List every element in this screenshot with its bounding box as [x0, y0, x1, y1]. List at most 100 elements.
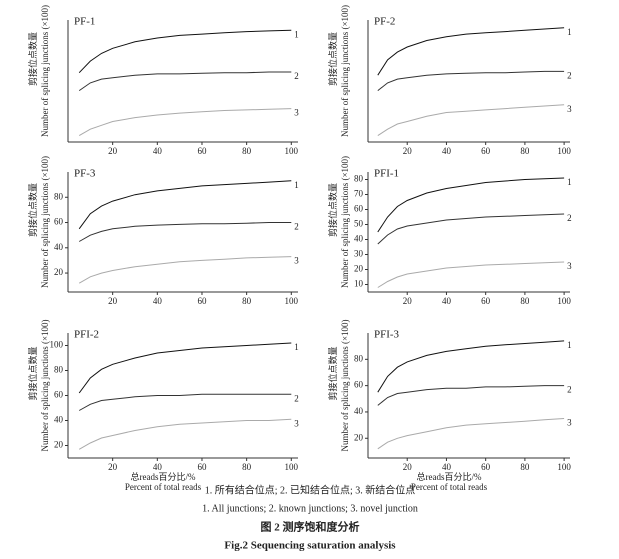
y-tick-label: 80 — [354, 353, 364, 363]
y-tick-label: 40 — [354, 406, 364, 416]
x-tick-label: 60 — [197, 462, 207, 472]
legend-en: 1. All junctions; 2. known junctions; 3.… — [202, 503, 418, 514]
series-label: 1 — [567, 27, 572, 37]
x-tick-label: 80 — [520, 146, 530, 156]
panel-title: PFI-1 — [374, 168, 399, 180]
panel-title: PFI-2 — [74, 329, 99, 341]
panel-title: PF-3 — [74, 168, 96, 180]
x-tick-label: 80 — [520, 462, 530, 472]
series-label: 2 — [294, 222, 299, 232]
series-line — [78, 256, 292, 284]
x-tick-label: 100 — [557, 296, 571, 306]
x-tick-label: 60 — [481, 146, 491, 156]
x-tick-label: 20 — [403, 462, 413, 472]
y-label: Number of splicing junctions (×100) — [40, 5, 50, 137]
x-tick-label: 40 — [153, 462, 163, 472]
legend-cn: 1. 所有结合位点; 2. 已知结合位点; 3. 新结合位点 — [205, 483, 416, 496]
x-tick-label: 40 — [442, 462, 452, 472]
x-tick-label: 80 — [520, 296, 530, 306]
series-line — [78, 180, 292, 230]
series-label: 3 — [294, 108, 299, 118]
x-label: Percent of total reads — [411, 482, 488, 492]
series-label: 2 — [567, 385, 572, 395]
x-tick-label: 40 — [442, 296, 452, 306]
series-line — [78, 71, 292, 92]
series-line — [377, 213, 565, 245]
panel-title: PF-1 — [74, 16, 95, 28]
series-label: 2 — [294, 71, 299, 81]
series-label: 1 — [294, 29, 299, 39]
series-label: 3 — [567, 418, 572, 428]
x-tick-label: 100 — [285, 146, 299, 156]
y-tick-label: 20 — [354, 432, 364, 442]
y-tick-label: 40 — [54, 415, 64, 425]
series-label: 3 — [294, 256, 299, 266]
y-label: Number of splicing junctions (×100) — [340, 5, 350, 137]
series-line — [377, 418, 565, 450]
x-tick-label: 80 — [242, 462, 252, 472]
y-label: Number of splicing junctions (×100) — [40, 319, 50, 451]
x-tick-label: 100 — [557, 146, 571, 156]
y-tick-label: 20 — [54, 267, 64, 277]
y-tick-label: 80 — [54, 191, 64, 201]
y-tick-label: 60 — [354, 380, 364, 390]
series-label: 1 — [294, 342, 299, 352]
y-tick-label: 10 — [354, 279, 364, 289]
y-tick-label: 50 — [354, 219, 364, 229]
y-tick-label: 40 — [54, 242, 64, 252]
x-tick-label: 40 — [442, 146, 452, 156]
y-tick-label: 60 — [54, 217, 64, 227]
series-label: 2 — [567, 213, 572, 223]
y-tick-label: 30 — [354, 249, 364, 259]
x-label-cn: 总reads百分比/% — [131, 471, 196, 482]
series-line — [78, 418, 292, 450]
x-tick-label: 80 — [242, 296, 252, 306]
x-tick-label: 20 — [403, 296, 413, 306]
y-tick-label: 100 — [50, 340, 64, 350]
y-label-cn: 剪接位点数量 — [327, 183, 338, 237]
x-tick-label: 20 — [108, 462, 118, 472]
series-line — [377, 261, 565, 288]
y-tick-label: 20 — [54, 440, 64, 450]
series-line — [78, 222, 292, 242]
y-tick-label: 40 — [354, 234, 364, 244]
series-line — [377, 385, 565, 406]
x-tick-label: 60 — [481, 462, 491, 472]
x-tick-label: 60 — [197, 296, 207, 306]
x-tick-label: 100 — [285, 462, 299, 472]
series-line — [377, 104, 565, 137]
series-line — [78, 393, 292, 411]
series-label: 1 — [567, 177, 572, 187]
y-label: Number of splicing junctions (×100) — [40, 156, 50, 288]
y-label-cn: 剪接位点数量 — [27, 32, 38, 86]
series-line — [377, 340, 565, 393]
panel-title: PF-2 — [374, 16, 395, 28]
series-line — [377, 27, 565, 76]
x-tick-label: 100 — [557, 462, 571, 472]
series-line — [78, 342, 292, 394]
y-tick-label: 60 — [354, 204, 364, 214]
y-label: Number of splicing junctions (×100) — [340, 319, 350, 451]
y-tick-label: 80 — [354, 174, 364, 184]
series-label: 1 — [567, 340, 572, 350]
y-label-cn: 剪接位点数量 — [327, 32, 338, 86]
y-tick-label: 60 — [54, 390, 64, 400]
x-tick-label: 100 — [285, 296, 299, 306]
series-label: 3 — [567, 261, 572, 271]
x-tick-label: 40 — [153, 146, 163, 156]
x-tick-label: 20 — [108, 296, 118, 306]
x-tick-label: 40 — [153, 296, 163, 306]
y-tick-label: 20 — [354, 264, 364, 274]
y-label-cn: 剪接位点数量 — [27, 183, 38, 237]
panel-title: PFI-3 — [374, 329, 400, 341]
y-label: Number of splicing junctions (×100) — [340, 156, 350, 288]
series-line — [377, 177, 565, 233]
y-label-cn: 剪接位点数量 — [27, 346, 38, 400]
series-line — [78, 108, 292, 137]
y-tick-label: 70 — [354, 189, 364, 199]
figure-title-en: Fig.2 Sequencing saturation analysis — [224, 540, 396, 552]
x-label-cn: 总reads百分比/% — [417, 471, 482, 482]
x-tick-label: 60 — [197, 146, 207, 156]
x-tick-label: 20 — [403, 146, 413, 156]
